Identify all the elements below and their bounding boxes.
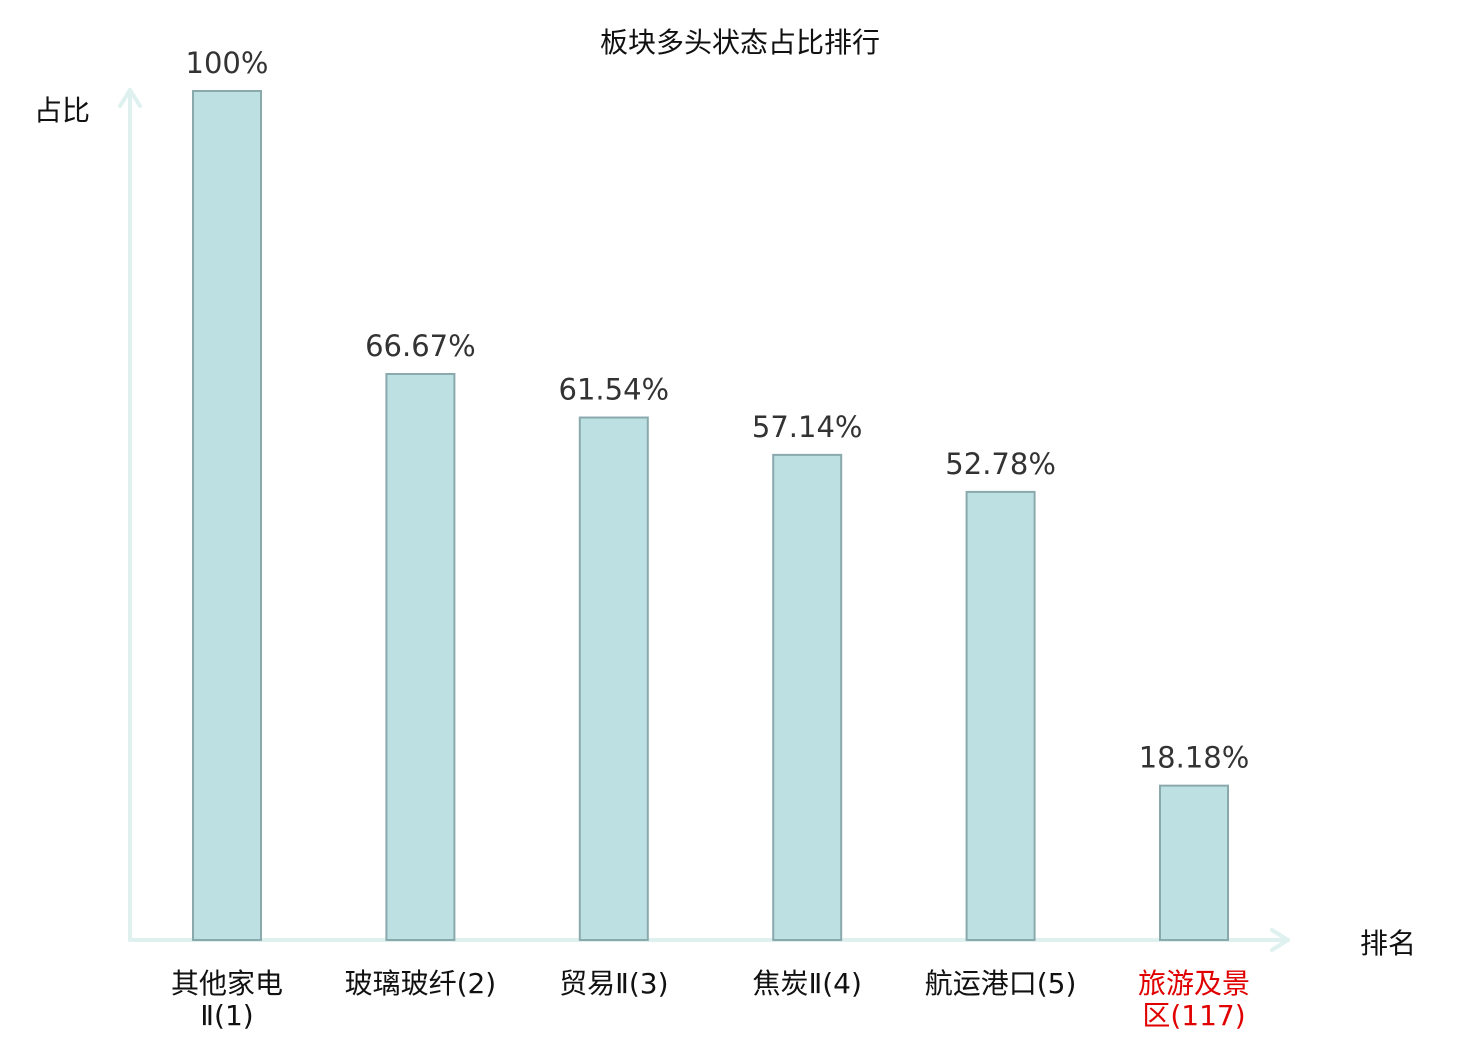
value-label-2: 66.67% xyxy=(365,329,476,363)
category-labels-group: 其他家电 Ⅱ(1) 玻璃玻纤(2) 贸易Ⅱ(3) 焦炭Ⅱ(4) 航运港口(5) 旅游及景区(… xyxy=(171,967,1250,1032)
category-label-1: 其他家电 Ⅱ(1) xyxy=(171,967,283,1032)
value-label-1: 100% xyxy=(186,46,269,80)
value-label-3: 61.54% xyxy=(559,373,670,407)
category-label-6: 旅游及景区(117) xyxy=(1138,967,1250,1032)
bar-2 xyxy=(385,372,456,942)
category-label-2: 玻璃玻纤(2) xyxy=(345,967,497,1000)
bar-6 xyxy=(1159,784,1229,941)
value-labels-group: 100% 66.67% 61.54% 57.14% 52.78% 18.18% xyxy=(186,46,1250,775)
value-label-4: 57.14% xyxy=(752,410,863,444)
chart-title: 板块多头状态占比排行 xyxy=(600,26,880,59)
bar-5 xyxy=(965,490,1036,941)
y-axis-arrow xyxy=(118,88,142,108)
x-axis-arrow xyxy=(1270,928,1290,952)
x-axis-label: 排名 xyxy=(1360,927,1416,960)
value-label-6: 18.18% xyxy=(1139,741,1250,775)
bar-4 xyxy=(772,453,843,941)
y-axis-label: 占比 xyxy=(34,94,90,127)
axes xyxy=(118,88,1290,952)
value-label-5: 52.78% xyxy=(945,447,1056,481)
bar-3 xyxy=(578,416,649,941)
bars-group xyxy=(192,90,1229,942)
category-label-3: 贸易Ⅱ(3) xyxy=(559,967,668,1000)
bar-1 xyxy=(192,90,262,941)
category-label-4: 焦炭Ⅱ(4) xyxy=(752,967,861,1000)
category-label-5: 航运港口(5) xyxy=(925,967,1077,1000)
